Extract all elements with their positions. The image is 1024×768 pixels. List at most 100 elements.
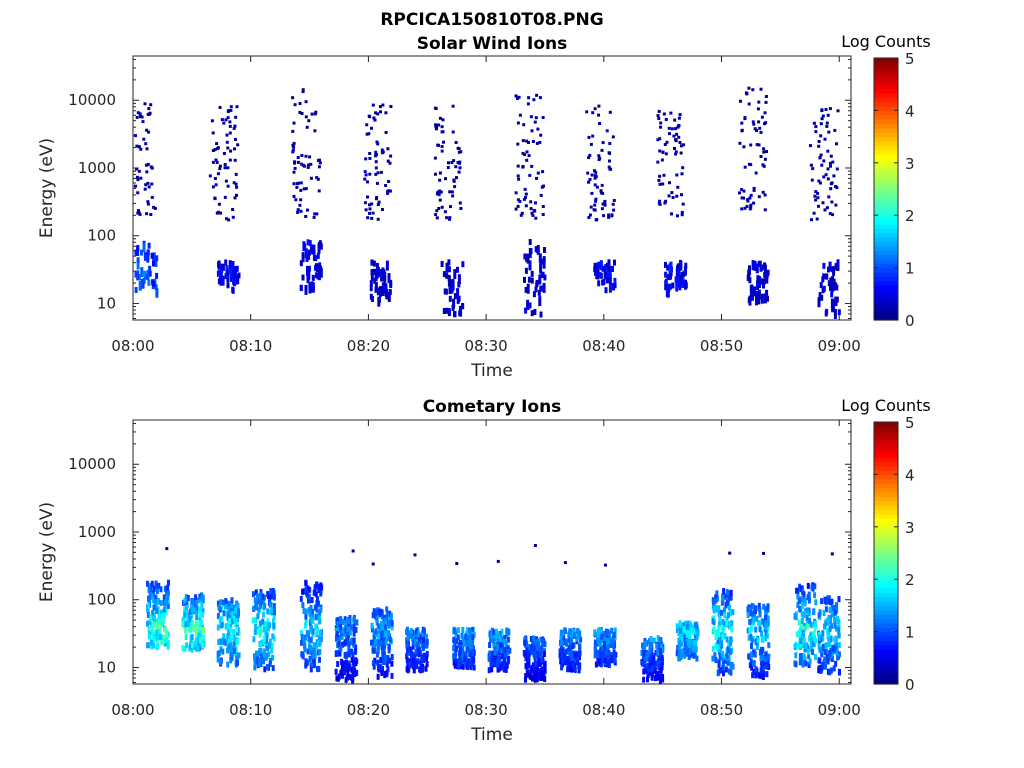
heatmap-cell bbox=[809, 163, 813, 167]
heatmap-cell bbox=[455, 562, 459, 565]
colorbar-segment bbox=[874, 202, 898, 208]
heatmap-cell bbox=[526, 102, 530, 106]
heatmap-cell bbox=[729, 661, 733, 668]
heatmap-cell bbox=[309, 625, 313, 632]
heatmap-cell bbox=[796, 643, 800, 650]
heatmap-cell bbox=[535, 176, 538, 180]
heatmap-cell bbox=[682, 626, 686, 633]
heatmap-cell bbox=[762, 620, 766, 627]
heatmap-cell bbox=[742, 189, 746, 193]
heatmap-cell bbox=[301, 602, 305, 609]
heatmap-cell bbox=[140, 267, 144, 278]
heatmap-cell bbox=[825, 124, 829, 128]
heatmap-cell bbox=[675, 194, 679, 198]
heatmap-cell bbox=[657, 178, 661, 182]
solar-wind-y-axis-label: Energy (eV) bbox=[37, 138, 57, 238]
heatmap-cell bbox=[221, 263, 225, 270]
heatmap-cell bbox=[593, 262, 597, 269]
heatmap-cell bbox=[211, 149, 215, 152]
heatmap-cell bbox=[317, 159, 320, 162]
colorbar-segment bbox=[874, 263, 898, 269]
heatmap-cell bbox=[336, 661, 340, 667]
heatmap-cell bbox=[381, 652, 385, 658]
heatmap-cell bbox=[303, 634, 307, 641]
heatmap-cell bbox=[676, 263, 680, 274]
heatmap-cell bbox=[153, 206, 157, 210]
heatmap-cell bbox=[748, 277, 752, 284]
heatmap-cell bbox=[184, 594, 188, 601]
heatmap-cell bbox=[600, 656, 604, 663]
heatmap-cell bbox=[833, 128, 837, 132]
heatmap-cell bbox=[320, 584, 324, 591]
heatmap-cell bbox=[181, 645, 185, 652]
heatmap-cell bbox=[252, 606, 256, 612]
heatmap-cell bbox=[370, 274, 374, 281]
heatmap-cell bbox=[456, 146, 460, 150]
heatmap-cell bbox=[826, 149, 830, 153]
heatmap-cell bbox=[198, 611, 202, 618]
heatmap-cell bbox=[190, 634, 194, 641]
colorbar-segment bbox=[874, 210, 898, 216]
heatmap-cell bbox=[602, 214, 606, 218]
heatmap-cell bbox=[308, 655, 312, 662]
heatmap-cell bbox=[607, 259, 611, 266]
heatmap-cell bbox=[413, 639, 417, 646]
colorbar-segment bbox=[874, 149, 898, 155]
heatmap-cell bbox=[523, 253, 527, 260]
heatmap-cell bbox=[762, 282, 765, 289]
colorbar-segment bbox=[874, 250, 898, 256]
heatmap-cell bbox=[307, 265, 311, 272]
heatmap-cell bbox=[309, 176, 313, 180]
heatmap-cell bbox=[725, 592, 729, 599]
colorbar-segment bbox=[874, 258, 898, 264]
heatmap-cell bbox=[461, 261, 465, 268]
heatmap-cell bbox=[658, 677, 662, 684]
heatmap-cell bbox=[411, 629, 415, 636]
heatmap-cell bbox=[155, 637, 159, 644]
heatmap-cell bbox=[136, 191, 140, 195]
heatmap-cell bbox=[758, 625, 762, 632]
heatmap-cell bbox=[147, 112, 151, 116]
heatmap-cell bbox=[817, 665, 821, 672]
heatmap-cell bbox=[676, 627, 680, 633]
heatmap-cell bbox=[761, 654, 765, 661]
heatmap-cell bbox=[798, 659, 802, 666]
heatmap-cell bbox=[368, 152, 372, 155]
heatmap-cell bbox=[821, 643, 825, 650]
heatmap-cell bbox=[232, 126, 236, 130]
heatmap-cell bbox=[438, 198, 442, 202]
heatmap-cell bbox=[150, 639, 154, 646]
heatmap-cell bbox=[492, 659, 496, 666]
heatmap-cell bbox=[763, 208, 767, 212]
heatmap-cell bbox=[235, 105, 239, 109]
heatmap-cell bbox=[440, 130, 444, 134]
heatmap-cell bbox=[747, 653, 751, 660]
heatmap-cell bbox=[674, 152, 678, 156]
heatmap-cell bbox=[374, 638, 378, 645]
heatmap-cell bbox=[715, 629, 719, 636]
heatmap-cell bbox=[835, 602, 839, 609]
heatmap-cell bbox=[472, 653, 475, 660]
heatmap-cell bbox=[660, 662, 664, 669]
colorbar-segment bbox=[874, 88, 898, 94]
heatmap-cell bbox=[678, 655, 681, 662]
heatmap-cell bbox=[804, 643, 808, 649]
heatmap-cell bbox=[440, 125, 444, 129]
heatmap-cell bbox=[445, 216, 449, 220]
heatmap-cell bbox=[749, 193, 753, 197]
heatmap-cell bbox=[524, 663, 528, 669]
heatmap-cell bbox=[196, 645, 200, 652]
heatmap-cell bbox=[390, 624, 394, 631]
heatmap-cell bbox=[793, 660, 797, 667]
heatmap-cell bbox=[669, 283, 672, 290]
heatmap-cell bbox=[315, 176, 319, 180]
heatmap-cell bbox=[313, 212, 317, 216]
heatmap-cell bbox=[501, 661, 505, 668]
heatmap-cell bbox=[318, 629, 322, 636]
heatmap-cell bbox=[374, 286, 378, 293]
heatmap-cell bbox=[754, 171, 758, 175]
heatmap-cell bbox=[658, 639, 662, 646]
heatmap-cell bbox=[311, 274, 315, 281]
heatmap-cell bbox=[725, 620, 729, 627]
heatmap-cell bbox=[830, 605, 834, 612]
